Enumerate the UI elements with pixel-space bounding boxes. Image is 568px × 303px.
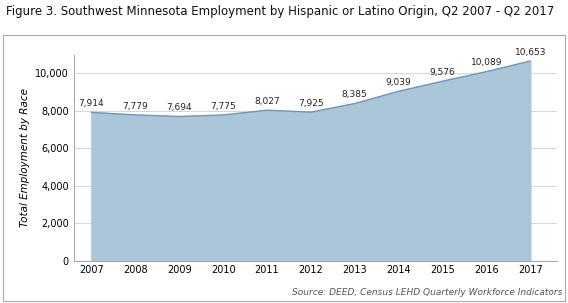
Bar — [3, 35, 565, 301]
Text: 8,385: 8,385 — [342, 90, 367, 99]
Text: Figure 3. Southwest Minnesota Employment by Hispanic or Latino Origin, Q2 2007 -: Figure 3. Southwest Minnesota Employment… — [6, 5, 554, 18]
Y-axis label: Total Employment by Race: Total Employment by Race — [20, 88, 30, 227]
Text: 7,779: 7,779 — [123, 102, 148, 111]
Text: 7,914: 7,914 — [78, 99, 104, 108]
Text: 7,775: 7,775 — [210, 102, 236, 111]
Text: 8,027: 8,027 — [254, 97, 280, 106]
Text: 9,039: 9,039 — [386, 78, 411, 87]
Text: 10,089: 10,089 — [471, 58, 502, 68]
Text: 7,694: 7,694 — [166, 103, 192, 112]
Text: Source: DEED, Census LEHD Quarterly Workforce Indicators: Source: DEED, Census LEHD Quarterly Work… — [292, 288, 562, 297]
Text: 10,653: 10,653 — [515, 48, 546, 57]
Text: 7,925: 7,925 — [298, 99, 324, 108]
Text: 9,576: 9,576 — [429, 68, 456, 77]
